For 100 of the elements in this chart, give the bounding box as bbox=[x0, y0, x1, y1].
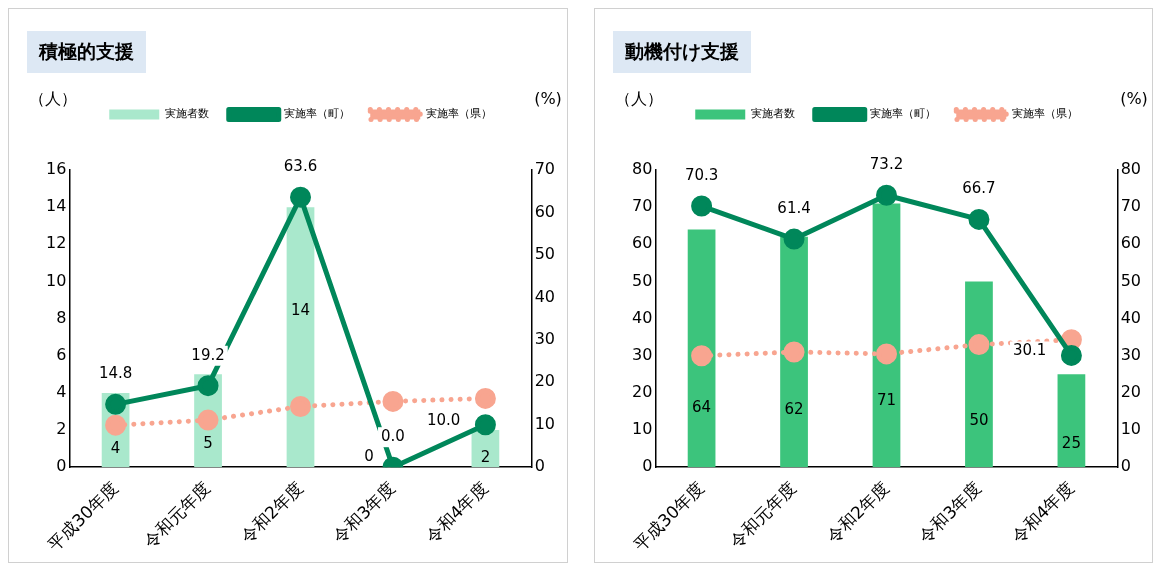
data-label: 66.7 bbox=[961, 179, 996, 198]
y2-tick-label: 30 bbox=[534, 328, 555, 348]
y-tick-label: 10 bbox=[46, 270, 67, 290]
point bbox=[1060, 344, 1082, 366]
data-label: 30.1 bbox=[1012, 341, 1046, 360]
x-tick-label: 令和3年度 bbox=[329, 477, 399, 548]
data-label: 10.0 bbox=[427, 410, 461, 429]
data-label: 25 bbox=[1061, 433, 1081, 452]
point bbox=[474, 387, 496, 409]
point bbox=[290, 186, 311, 208]
y-axis-title: （人） bbox=[29, 89, 77, 109]
data-label: 73.2 bbox=[869, 155, 903, 174]
bar bbox=[872, 203, 900, 468]
y2-axis-title: (%) bbox=[534, 89, 562, 109]
bar bbox=[687, 229, 715, 468]
y-tick-label: 0 bbox=[56, 456, 67, 476]
x-tick-label: 令和3年度 bbox=[914, 477, 985, 548]
legend-label: 実施者数 bbox=[750, 107, 795, 121]
x-tick-label: 平成30年度 bbox=[44, 477, 122, 555]
y-tick-label: 4 bbox=[56, 382, 67, 402]
data-label: 19.2 bbox=[191, 345, 225, 364]
data-label: 61.4 bbox=[776, 198, 811, 217]
y-tick-label: 14 bbox=[46, 196, 67, 216]
y-tick-label: 60 bbox=[631, 233, 652, 253]
y2-axis-title: (%) bbox=[1119, 89, 1148, 109]
y2-tick-label: 70 bbox=[1120, 196, 1141, 216]
y2-tick-label: 20 bbox=[534, 371, 555, 391]
y2-tick-label: 80 bbox=[1120, 159, 1141, 179]
y-tick-label: 10 bbox=[631, 419, 652, 439]
data-label: 62 bbox=[784, 399, 804, 418]
y-tick-label: 16 bbox=[46, 159, 67, 179]
bar bbox=[779, 236, 808, 468]
point bbox=[875, 184, 897, 206]
y2-tick-label: 50 bbox=[534, 244, 555, 264]
y2-tick-label: 0 bbox=[534, 456, 545, 476]
bar bbox=[286, 207, 315, 468]
legend-label: 実施率（県） bbox=[1011, 107, 1078, 121]
y2-tick-label: 0 bbox=[1120, 456, 1131, 476]
y-tick-label: 12 bbox=[46, 233, 67, 253]
point bbox=[105, 393, 127, 415]
point bbox=[474, 414, 496, 436]
legend-label: 実施者数 bbox=[164, 107, 209, 121]
y2-tick-label: 40 bbox=[1120, 307, 1141, 327]
y-axis-title: （人） bbox=[614, 89, 663, 109]
point bbox=[783, 228, 805, 250]
point bbox=[875, 343, 897, 365]
y-tick-label: 6 bbox=[56, 344, 67, 364]
point bbox=[382, 390, 404, 412]
data-label: 71 bbox=[876, 391, 896, 410]
x-tick-label: 令和2年度 bbox=[236, 477, 307, 548]
data-label: 50 bbox=[968, 410, 988, 429]
y-tick-label: 80 bbox=[631, 159, 652, 179]
y-tick-label: 20 bbox=[631, 382, 652, 402]
data-label: 4 bbox=[110, 438, 121, 457]
data-label: 14 bbox=[290, 301, 311, 320]
data-label: 14.8 bbox=[98, 364, 133, 383]
y2-tick-label: 10 bbox=[1120, 419, 1141, 439]
data-label: 0.0 bbox=[381, 427, 405, 446]
y2-tick-label: 70 bbox=[534, 159, 555, 179]
y2-tick-label: 60 bbox=[1120, 233, 1141, 253]
point bbox=[967, 208, 989, 230]
y-tick-label: 2 bbox=[56, 419, 67, 439]
data-label: 2 bbox=[480, 447, 491, 466]
y-tick-label: 8 bbox=[56, 307, 67, 327]
y-tick-label: 50 bbox=[631, 270, 652, 290]
bar bbox=[964, 281, 993, 468]
y2-tick-label: 60 bbox=[534, 201, 555, 221]
legend-label: 実施率（県） bbox=[425, 107, 492, 121]
x-tick-label: 令和2年度 bbox=[822, 477, 892, 548]
y2-tick-label: 10 bbox=[534, 413, 555, 433]
x-tick-label: 令和元年度 bbox=[725, 477, 800, 552]
y-tick-label: 70 bbox=[631, 196, 652, 216]
chart-title: 積極的支援 bbox=[27, 31, 146, 73]
data-label: 63.6 bbox=[283, 157, 318, 176]
data-label: 5 bbox=[203, 433, 213, 452]
y2-tick-label: 50 bbox=[1120, 270, 1141, 290]
point bbox=[197, 409, 219, 431]
y-tick-label: 40 bbox=[631, 307, 652, 327]
x-tick-label: 令和元年度 bbox=[139, 477, 214, 552]
point bbox=[690, 345, 712, 367]
y2-tick-label: 20 bbox=[1120, 382, 1141, 402]
legend-label: 実施率（町） bbox=[284, 107, 351, 121]
x-tick-label: 令和4年度 bbox=[1006, 477, 1077, 548]
point bbox=[783, 341, 805, 363]
y-tick-label: 0 bbox=[641, 456, 652, 476]
x-tick-label: 平成30年度 bbox=[629, 477, 708, 555]
point bbox=[967, 334, 989, 356]
chart-title: 動機付け支援 bbox=[612, 31, 751, 73]
data-label: 0 bbox=[364, 447, 374, 466]
y-tick-label: 30 bbox=[631, 344, 652, 364]
point bbox=[197, 375, 219, 397]
data-label: 70.3 bbox=[684, 165, 718, 184]
data-label: 64 bbox=[691, 397, 711, 416]
y2-tick-label: 30 bbox=[1120, 344, 1141, 364]
x-tick-label: 令和4年度 bbox=[421, 477, 492, 548]
bar bbox=[1057, 374, 1085, 468]
y2-tick-label: 40 bbox=[534, 286, 555, 306]
point bbox=[690, 195, 712, 217]
legend-label: 実施率（町） bbox=[869, 107, 936, 121]
point bbox=[290, 395, 311, 417]
